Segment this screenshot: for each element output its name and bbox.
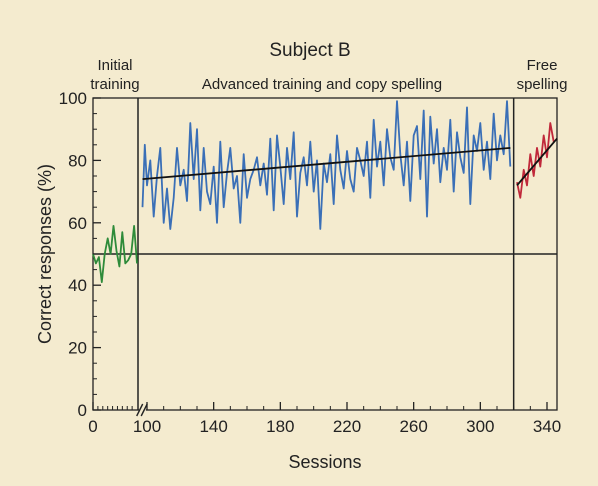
trend-line-1: [516, 137, 558, 186]
section-label-free-spelling-line1: Free: [527, 57, 558, 74]
y-tick-label-40: 40: [68, 276, 87, 295]
trend-line-0: [142, 147, 511, 181]
series-line-0: [92, 224, 138, 284]
y-tick-label-100: 100: [59, 89, 87, 108]
section-label-initial-training-line1: Initial: [97, 57, 132, 74]
axis-break-slash-0: [136, 403, 144, 417]
x-tick-label-220: 220: [333, 417, 361, 436]
x-tick-label-100: 100: [133, 417, 161, 436]
x-tick-label-140: 140: [199, 417, 227, 436]
axis-break-gap: [139, 404, 146, 416]
x-tick-label-260: 260: [399, 417, 427, 436]
y-axis: 0 20 40 60 80 100: [59, 89, 101, 420]
x-axis-label: Sessions: [288, 452, 361, 472]
chart-title: Subject B: [269, 40, 350, 61]
series-line-1: [141, 100, 512, 230]
y-tick-label-60: 60: [68, 214, 87, 233]
axis-break-slash-1: [140, 403, 148, 417]
x-tick-label-340: 340: [533, 417, 561, 436]
x-tick-label-0: 0: [88, 417, 97, 436]
y-axis-label: Correct responses (%): [35, 164, 55, 344]
x-tick-label-300: 300: [466, 417, 494, 436]
y-tick-label-0: 0: [78, 401, 87, 420]
x-tick-label-180: 180: [266, 417, 294, 436]
trend-lines: [142, 137, 558, 186]
y-tick-label-80: 80: [68, 151, 87, 170]
x-axis: 0 100 140 180 220 260 300 340: [88, 402, 561, 436]
section-label-initial-training-line2: training: [90, 76, 139, 93]
axis-break-marker: [136, 403, 148, 417]
section-label-free-spelling-line2: spelling: [517, 76, 568, 93]
series-line-2: [516, 122, 555, 199]
series-lines: [92, 100, 555, 284]
section-labels: Initial training Advanced training and c…: [90, 57, 567, 93]
y-tick-label-20: 20: [68, 339, 87, 358]
section-label-advanced-training: Advanced training and copy spelling: [202, 76, 442, 93]
